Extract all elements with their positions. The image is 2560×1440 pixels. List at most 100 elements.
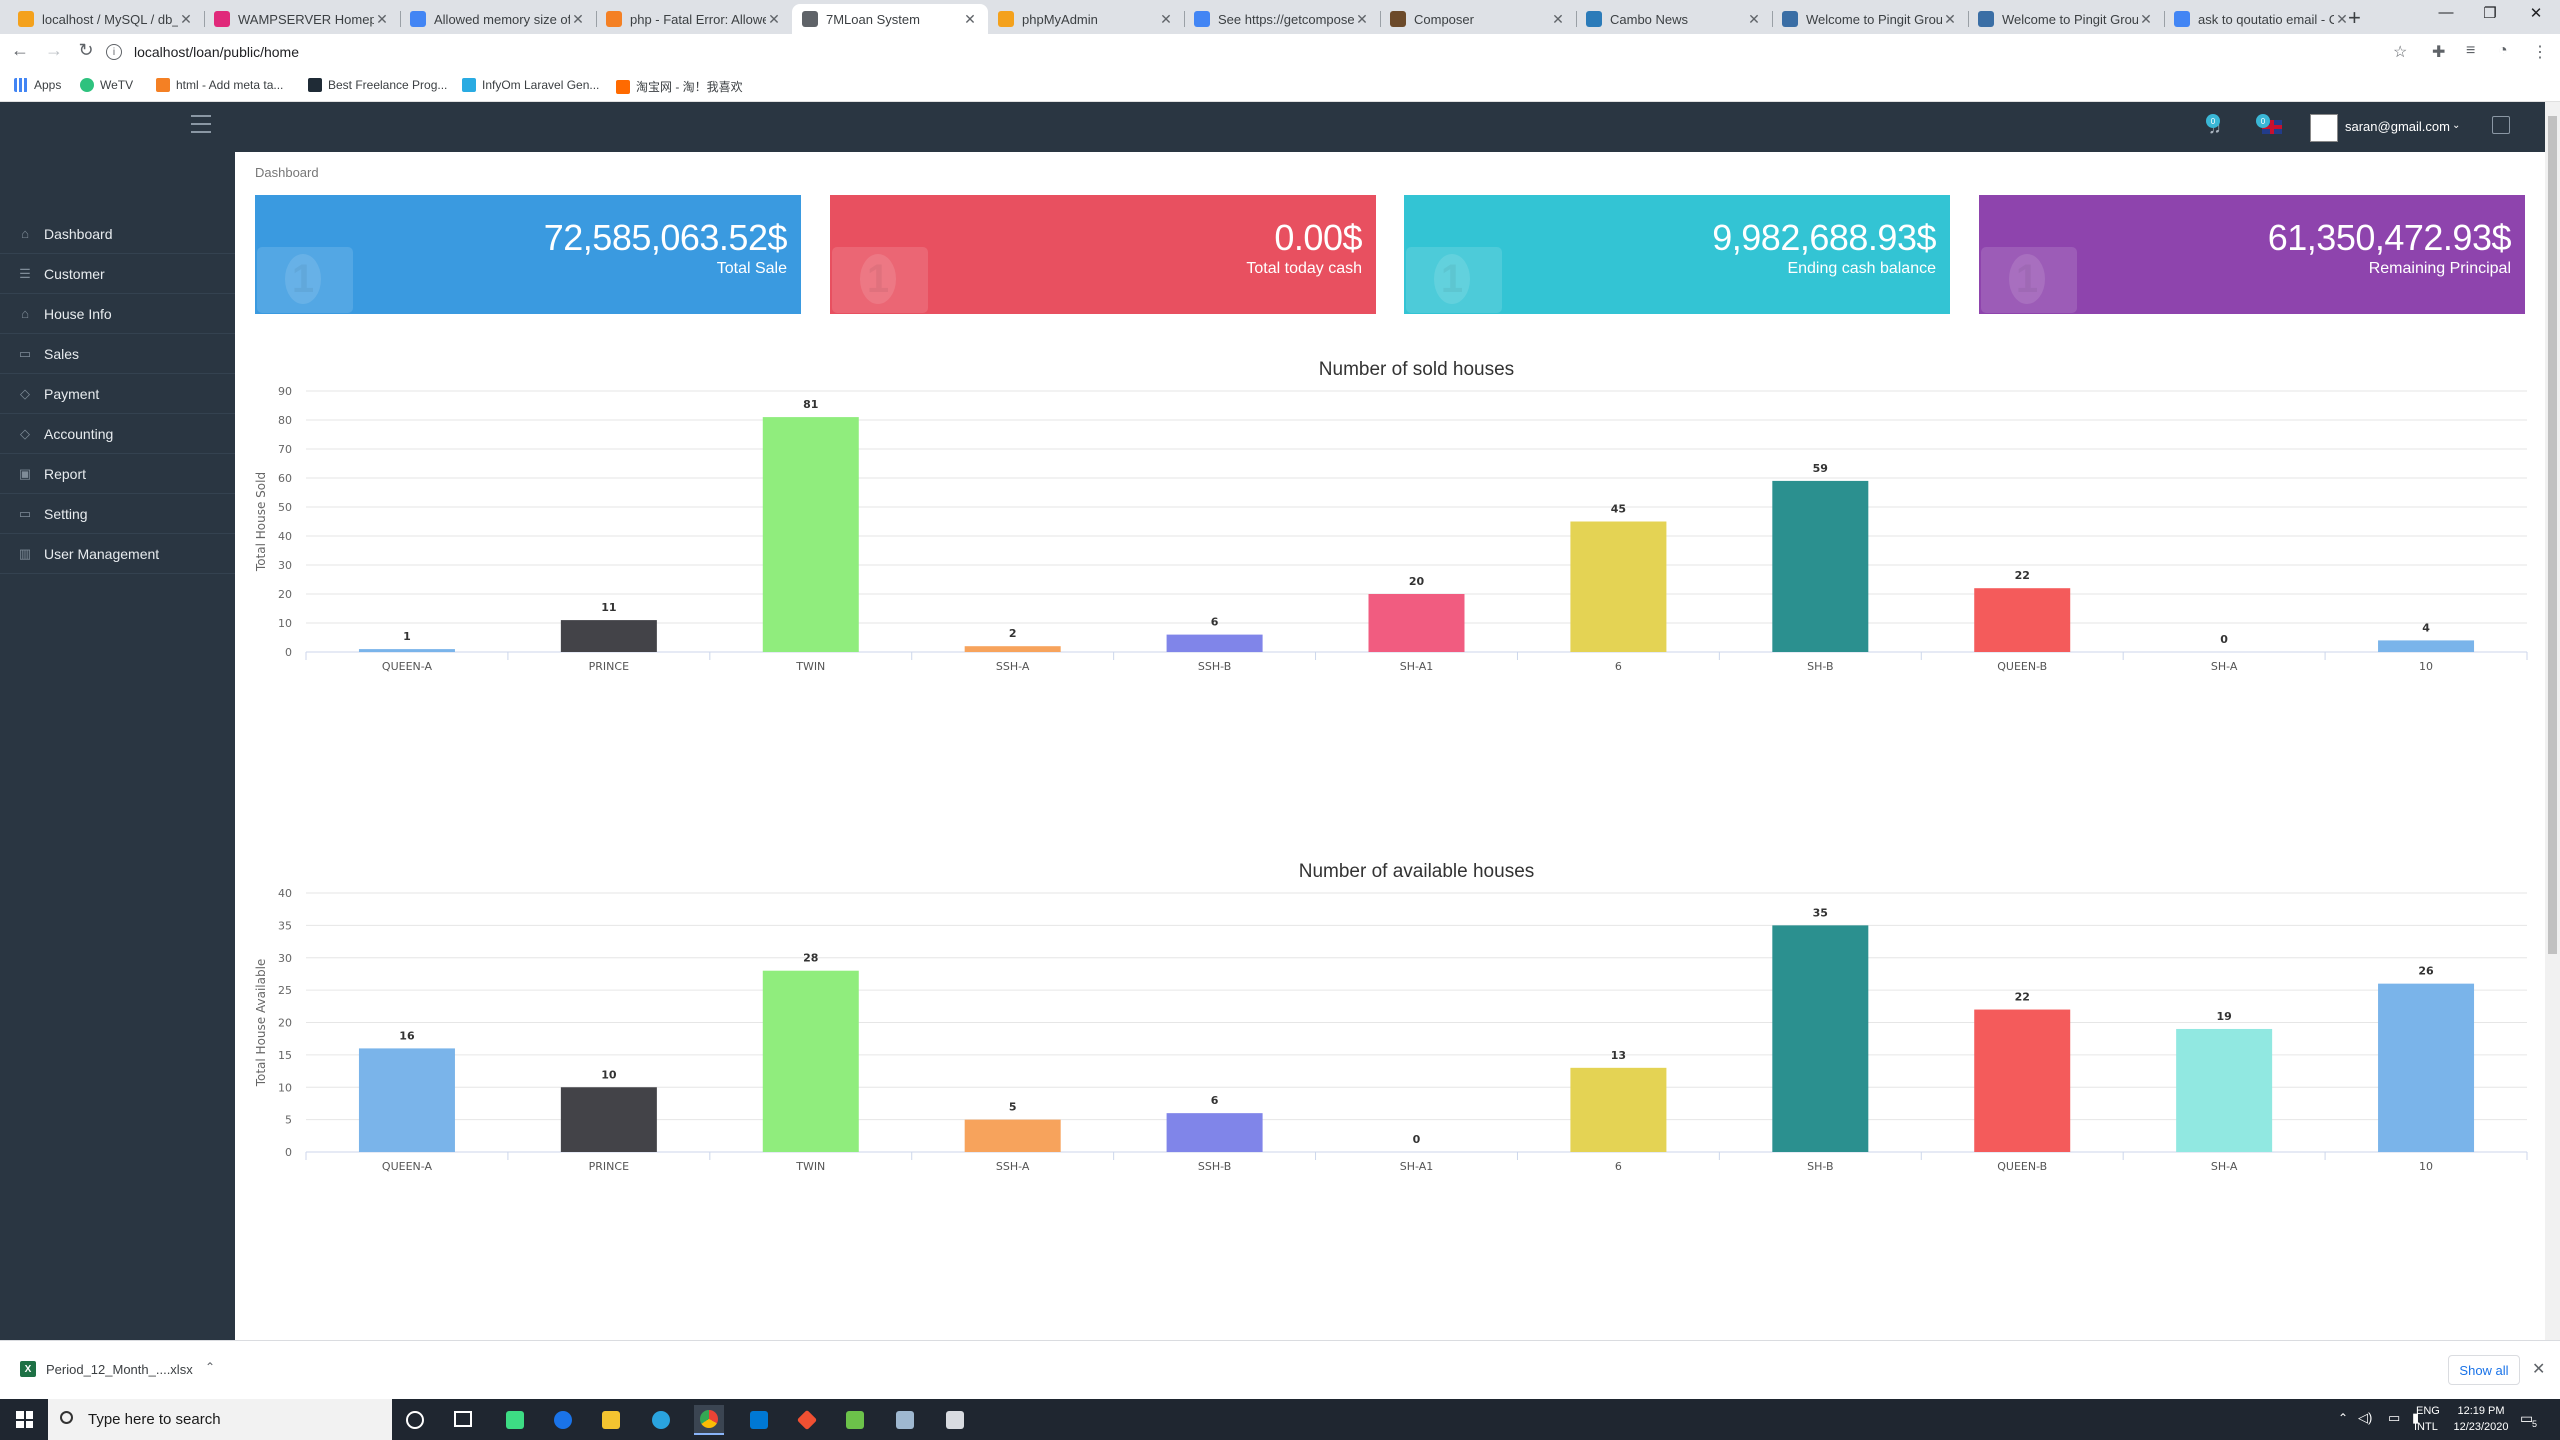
browser-tab[interactable]: php - Fatal Error: Allowe ✕ [596, 4, 792, 34]
y-tick-label: 80 [278, 414, 292, 427]
avatar[interactable] [2310, 114, 2338, 142]
restore-button[interactable]: ❐ [2483, 5, 2497, 22]
volume-icon[interactable]: ◁) [2358, 1410, 2373, 1425]
tab-separator [596, 11, 597, 27]
taskbar-app-chrome[interactable] [694, 1405, 724, 1435]
hamburger-menu-icon[interactable] [191, 115, 211, 133]
page-scrollbar[interactable] [2545, 102, 2560, 1340]
list-icon: ☰ [19, 265, 31, 281]
profile-icon[interactable]: ◔ [2498, 42, 2508, 59]
sidebar-item-payment[interactable]: ◇ Payment [0, 374, 235, 414]
chevron-up-icon[interactable]: ⌃ [205, 1360, 216, 1374]
back-icon[interactable]: ← [11, 40, 29, 60]
cortana-icon[interactable] [406, 1411, 424, 1429]
browser-tab[interactable]: 7MLoan System ✕ [792, 4, 988, 34]
taskbar-app-calculator[interactable] [940, 1405, 970, 1435]
y-tick-label: 0 [285, 1146, 292, 1159]
tab-close-icon[interactable]: ✕ [1944, 10, 1956, 27]
bookmark-infyom[interactable]: InfyOm Laravel Gen... [462, 78, 599, 92]
browser-tab[interactable]: Allowed memory size of ✕ [400, 4, 596, 34]
tab-close-icon[interactable]: ✕ [2140, 10, 2152, 27]
forward-icon[interactable]: → [45, 40, 63, 60]
sidebar-item-customer[interactable]: ☰ Customer [0, 254, 235, 294]
briefcase-icon: ▣ [18, 465, 32, 481]
sidebar-item-setting[interactable]: ▭ Setting [0, 494, 235, 534]
sidebar-item-report[interactable]: ▣ Report [0, 454, 235, 494]
bookmark-apps[interactable]: Apps [14, 78, 61, 92]
bar-6 [1570, 521, 1667, 652]
browser-tab[interactable]: ask to qoutatio email - C ✕ [2164, 4, 2360, 34]
tab-close-icon[interactable]: ✕ [964, 10, 976, 27]
notification-center-icon[interactable]: ▭ [2520, 1410, 2534, 1426]
x-tick-label: SSH-B [1198, 1160, 1231, 1173]
browser-tab[interactable]: phpMyAdmin ✕ [988, 4, 1184, 34]
bookmark-wetv[interactable]: WeTV [80, 78, 133, 92]
tab-close-icon[interactable]: ✕ [1552, 10, 1564, 27]
media-icon[interactable]: ≡ [2466, 42, 2476, 59]
bookmark-label: InfyOm Laravel Gen... [482, 78, 600, 92]
tray-chevron-up-icon[interactable]: ⌃ [2338, 1411, 2349, 1425]
taskbar-search-input[interactable]: Type here to search [48, 1399, 392, 1440]
taskbar-app-git[interactable] [792, 1405, 822, 1435]
battery-icon[interactable]: ▮ [2412, 1410, 2420, 1425]
browser-tab[interactable]: See https://getcompose ✕ [1184, 4, 1380, 34]
taskbar-app-telegram[interactable] [646, 1405, 676, 1435]
taskbar-app-android-studio[interactable] [500, 1405, 530, 1435]
bookmark-taobao[interactable]: 淘宝网 - 淘！我喜欢 [616, 78, 743, 95]
reload-icon[interactable]: ↻ [78, 40, 94, 60]
user-email[interactable]: saran@gmail.com [2345, 119, 2450, 134]
bookmark-freelance[interactable]: Best Freelance Prog... [308, 78, 447, 92]
show-all-button[interactable]: Show all [2448, 1355, 2520, 1385]
tab-close-icon[interactable]: ✕ [768, 10, 780, 27]
sidebar-item-sales[interactable]: ▭ Sales [0, 334, 235, 374]
tab-close-icon[interactable]: ✕ [376, 10, 388, 27]
card-value: 0.00$ [1274, 217, 1362, 258]
close-icon[interactable]: ✕ [2532, 1361, 2546, 1378]
browser-tab[interactable]: WAMPSERVER Homepage✕ [204, 4, 400, 34]
address-bar[interactable]: i localhost/loan/public/home [106, 37, 2406, 67]
sidebar-item-accounting[interactable]: ◇ Accounting [0, 414, 235, 454]
browser-tab[interactable]: Composer ✕ [1380, 4, 1576, 34]
clock-time[interactable]: 12:19 PM [2457, 1405, 2505, 1417]
browser-tab[interactable]: Cambo News ✕ [1576, 4, 1772, 34]
language-indicator[interactable]: ENG [2416, 1405, 2440, 1417]
browser-tab[interactable]: Welcome to Pingit Grou ✕ [1772, 4, 1968, 34]
tab-close-icon[interactable]: ✕ [180, 10, 192, 27]
x-tick-label: TWIN [795, 1160, 825, 1173]
download-item[interactable]: X Period_12_Month_....xlsx [20, 1361, 193, 1377]
tab-close-icon[interactable]: ✕ [2336, 10, 2348, 27]
scrollbar-thumb[interactable] [2548, 116, 2557, 954]
keyboard-indicator[interactable]: INTL [2414, 1421, 2438, 1433]
tag-icon: ◇ [20, 385, 30, 401]
taskbar-app-editor[interactable] [890, 1405, 920, 1435]
chevron-down-icon[interactable]: ⌄ [2452, 120, 2461, 131]
extensions-icon[interactable]: ✚ [2432, 44, 2446, 61]
bookmark-star-icon[interactable]: ☆ [2393, 44, 2408, 61]
new-tab-button[interactable]: + [2348, 5, 2361, 30]
sign-out-icon[interactable] [2492, 116, 2510, 134]
tab-close-icon[interactable]: ✕ [572, 10, 584, 27]
taskbar-app-explorer[interactable] [596, 1405, 626, 1435]
minimize-button[interactable]: — [2438, 4, 2454, 21]
task-view-icon[interactable] [454, 1411, 472, 1427]
windows-start-icon[interactable] [16, 1411, 33, 1428]
tab-close-icon[interactable]: ✕ [1748, 10, 1760, 27]
taskbar-app-notepad[interactable] [840, 1405, 870, 1435]
x-tick-label: QUEEN-B [1997, 1160, 2047, 1173]
sidebar-item-user-management[interactable]: ▥ User Management [0, 534, 235, 574]
menu-dots-icon[interactable]: ⋮ [2532, 44, 2548, 61]
taskbar-app-maps[interactable] [548, 1405, 578, 1435]
browser-tab[interactable]: localhost / MySQL / db_ ✕ [8, 4, 204, 34]
site-info-icon[interactable]: i [106, 44, 122, 60]
browser-tab[interactable]: Welcome to Pingit Grou ✕ [1968, 4, 2164, 34]
network-icon[interactable]: ▭ [2388, 1410, 2401, 1425]
clock-date[interactable]: 12/23/2020 [2453, 1421, 2509, 1433]
taskbar-app-vscode[interactable] [744, 1405, 774, 1435]
sidebar-item-label: User Management [44, 545, 160, 562]
sidebar-item-dashboard[interactable]: ⌂ Dashboard [0, 214, 235, 254]
sidebar-item-house-info[interactable]: ⌂ House Info [0, 294, 235, 334]
tab-close-icon[interactable]: ✕ [1160, 10, 1172, 27]
tab-close-icon[interactable]: ✕ [1356, 10, 1368, 27]
close-window-button[interactable]: ✕ [2529, 5, 2543, 22]
bookmark-html-meta[interactable]: html - Add meta ta... [156, 78, 283, 92]
